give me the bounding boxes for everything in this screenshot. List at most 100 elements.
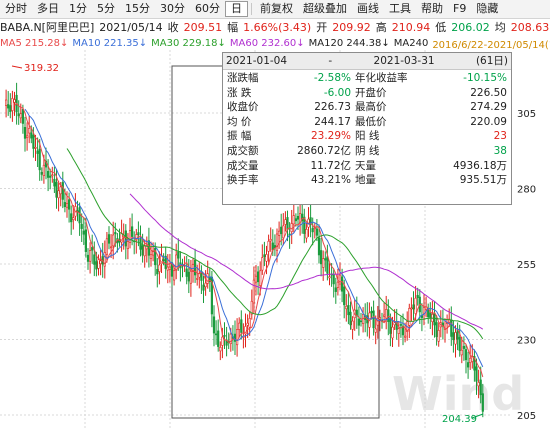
change-value: 1.66%(3.43) (243, 20, 312, 34)
toolbar-item-0[interactable]: 分时 (5, 2, 27, 15)
toolbar-item-4[interactable]: 15分 (125, 2, 150, 15)
stat-value-1-3: 226.50 (470, 86, 507, 99)
candle-body (473, 356, 476, 371)
ma5-label: MA5 215.28↓ (0, 37, 69, 49)
candle-body (240, 319, 243, 333)
toolbar-item-13[interactable]: F9 (453, 2, 467, 15)
toolbar-item-10[interactable]: 画线 (357, 2, 379, 15)
last-value: 208.63 (510, 20, 550, 34)
interval-start[interactable]: 2021-01-04 (226, 55, 288, 67)
candle-body (168, 266, 172, 270)
candle-body (191, 264, 195, 271)
popup-header: 2021-01-04 - 2021-03-31 (61日) (223, 53, 511, 70)
open-label: 开 (316, 21, 328, 34)
toolbar-item-3[interactable]: 5分 (97, 2, 115, 15)
candle-body (65, 203, 69, 208)
candle-body (221, 336, 224, 346)
toolbar-item-8[interactable]: 前复权 (260, 2, 293, 15)
stat-label-7-0: 换手率 (227, 174, 259, 187)
candle-body (110, 246, 113, 249)
candlesticks (5, 82, 484, 418)
change-label: 幅 (227, 21, 239, 34)
candle-body (343, 286, 346, 306)
toolbar-item-7[interactable]: 日 (225, 1, 248, 17)
candle-body (429, 312, 432, 318)
interval-dash: - (328, 55, 333, 67)
stat-label-7-2: 地量 (355, 174, 376, 187)
candle-body (397, 328, 400, 334)
low-price-label: 204.39 (442, 414, 477, 425)
toolbar-item-2[interactable]: 1分 (69, 2, 87, 15)
candle-body (475, 366, 478, 382)
candle-body (435, 322, 438, 338)
toolbar-item-6[interactable]: 60分 (195, 2, 220, 15)
candle-body (137, 232, 140, 235)
toolbar-item-11[interactable]: 工具 (389, 2, 411, 15)
period-toolbar: 分时 多日 1分 5分 15分 30分 60分日前复权 超级叠加 画线 工具 帮助 F9 隐藏 (0, 0, 550, 19)
stat-value-7-3: 935.51万 (459, 174, 507, 187)
ma5-line (14, 102, 484, 378)
candle-body (305, 229, 308, 239)
candle-body (248, 318, 251, 328)
candle-body (219, 347, 222, 352)
low-marker: 204.39 (442, 413, 484, 425)
quote-date: 2021/05/14 (99, 20, 163, 34)
watermark: Wind (392, 367, 524, 421)
candle-body (93, 254, 96, 265)
toolbar-item-14[interactable]: 隐藏 (476, 2, 499, 15)
candle-body (324, 258, 327, 261)
candle-body (408, 308, 411, 326)
candle-body (456, 330, 459, 340)
candle-body (131, 226, 134, 237)
candle-body (173, 270, 176, 281)
stat-label-0-2: 年化收益率 (355, 72, 408, 84)
candle-body (89, 250, 92, 262)
symbol-label[interactable]: BABA.N[阿里巴巴] (0, 21, 95, 34)
candle-body (19, 113, 22, 119)
candle-body (162, 259, 165, 261)
candle-body (322, 258, 325, 268)
candle-body (198, 273, 201, 278)
candle-body (315, 228, 319, 236)
stat-value-3-3: 220.09 (470, 115, 507, 128)
candle-body (25, 135, 29, 138)
high-price-label: 319.32 (24, 63, 59, 74)
candle-body (13, 99, 16, 103)
toolbar-item-12[interactable]: 帮助 (421, 2, 443, 15)
candle-body (177, 251, 180, 259)
candle-body (5, 99, 8, 106)
ma30-line (66, 148, 484, 340)
stat-label-4-2: 阳 线 (355, 130, 380, 143)
candle-body (332, 273, 335, 285)
low-label: 低 (435, 21, 447, 34)
candle-body (189, 268, 193, 284)
toolbar-item-9[interactable]: 超级叠加 (303, 2, 347, 15)
candle-body (282, 225, 285, 239)
candle-body (399, 324, 403, 326)
interval-stats-popup[interactable]: 2021-01-04 - 2021-03-31 (61日) 涨跌幅 -2.58% 年… (222, 52, 512, 205)
candle-body (416, 294, 419, 298)
y-tick-label-0: 305 (517, 109, 536, 120)
candle-body (378, 317, 382, 320)
toolbar-item-1[interactable]: 多日 (37, 2, 59, 15)
candle-body (187, 271, 190, 282)
candle-body (389, 317, 392, 334)
candle-body (36, 150, 39, 154)
candle-body (238, 322, 241, 330)
stat-value-2-1: 226.73 (314, 101, 351, 114)
candle-body (126, 241, 129, 249)
candle-body (244, 326, 247, 335)
ma30-label: MA30 229.18↓ (151, 37, 226, 49)
candle-body (263, 254, 266, 257)
candle-body (265, 254, 268, 262)
candle-body (246, 322, 249, 326)
candle-body (78, 207, 81, 224)
interval-end[interactable]: 2021-03-31 (373, 55, 435, 67)
candle-body (372, 310, 375, 329)
stat-label-6-2: 天量 (355, 159, 376, 172)
kline-chart[interactable]: Wind 305 280 255 230 205 319.32 204.39 (0, 50, 550, 430)
candle-body (412, 304, 415, 310)
toolbar-item-5[interactable]: 30分 (160, 2, 185, 15)
stat-label-2-0: 收盘价 (227, 101, 259, 114)
low-value: 206.02 (451, 20, 490, 34)
